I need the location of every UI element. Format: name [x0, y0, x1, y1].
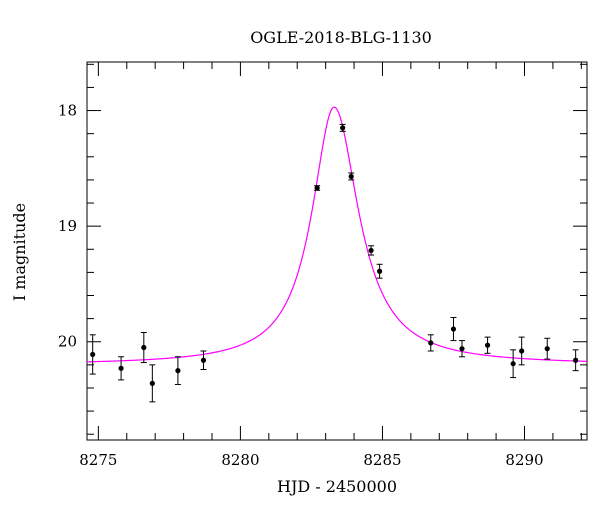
point-marker: [149, 380, 155, 386]
y-tick-label: 18: [58, 102, 77, 120]
data-point: [459, 340, 465, 358]
point-marker: [573, 357, 579, 363]
tick-labels: 8275 8280 8285 8290 18 19 20: [58, 102, 544, 469]
data-point: [572, 349, 579, 372]
data-point: [174, 356, 181, 386]
plot-frame: [86, 61, 588, 441]
data-point: [200, 350, 207, 370]
point-marker: [200, 357, 207, 363]
point-marker: [450, 326, 457, 332]
data-point: [118, 356, 125, 381]
x-tick-label: 8280: [221, 451, 259, 469]
data-point: [368, 245, 375, 256]
data-points: [89, 123, 579, 403]
data-point: [518, 336, 525, 366]
point-marker: [428, 340, 434, 346]
x-tick-label: 8285: [363, 451, 401, 469]
data-point: [427, 334, 434, 352]
point-marker: [459, 346, 465, 352]
data-point: [314, 185, 321, 191]
x-tick-label: 8290: [505, 451, 543, 469]
data-point: [140, 331, 147, 364]
data-point: [149, 364, 156, 403]
data-point: [510, 349, 517, 379]
data-point: [89, 334, 96, 375]
point-marker: [118, 365, 124, 371]
data-point: [339, 123, 346, 132]
axis-ticks: [87, 62, 587, 440]
data-point: [376, 263, 383, 279]
point-marker: [141, 344, 147, 351]
point-marker: [314, 185, 320, 191]
point-marker: [175, 368, 181, 374]
model-curve: [86, 106, 588, 363]
point-marker: [519, 348, 525, 354]
data-point: [450, 316, 457, 342]
data-point: [484, 336, 491, 354]
x-axis-label: HJD - 2450000: [277, 477, 397, 496]
x-tick-label: 8275: [79, 451, 117, 469]
y-axis-label: I magnitude: [10, 203, 29, 301]
y-tick-label: 19: [58, 217, 77, 235]
chart-title: OGLE-2018-BLG-1130: [250, 28, 432, 47]
data-point: [544, 337, 551, 360]
point-marker: [348, 173, 354, 180]
point-marker: [340, 125, 346, 131]
point-marker: [90, 351, 96, 358]
data-point: [348, 172, 355, 181]
plot-area: 8275 8280 8285 8290 18 19 20: [58, 61, 588, 469]
point-marker: [484, 342, 491, 348]
point-marker: [510, 361, 516, 367]
point-marker: [377, 268, 383, 274]
point-marker: [544, 346, 550, 352]
point-marker: [368, 247, 374, 254]
y-tick-label: 20: [58, 333, 77, 351]
